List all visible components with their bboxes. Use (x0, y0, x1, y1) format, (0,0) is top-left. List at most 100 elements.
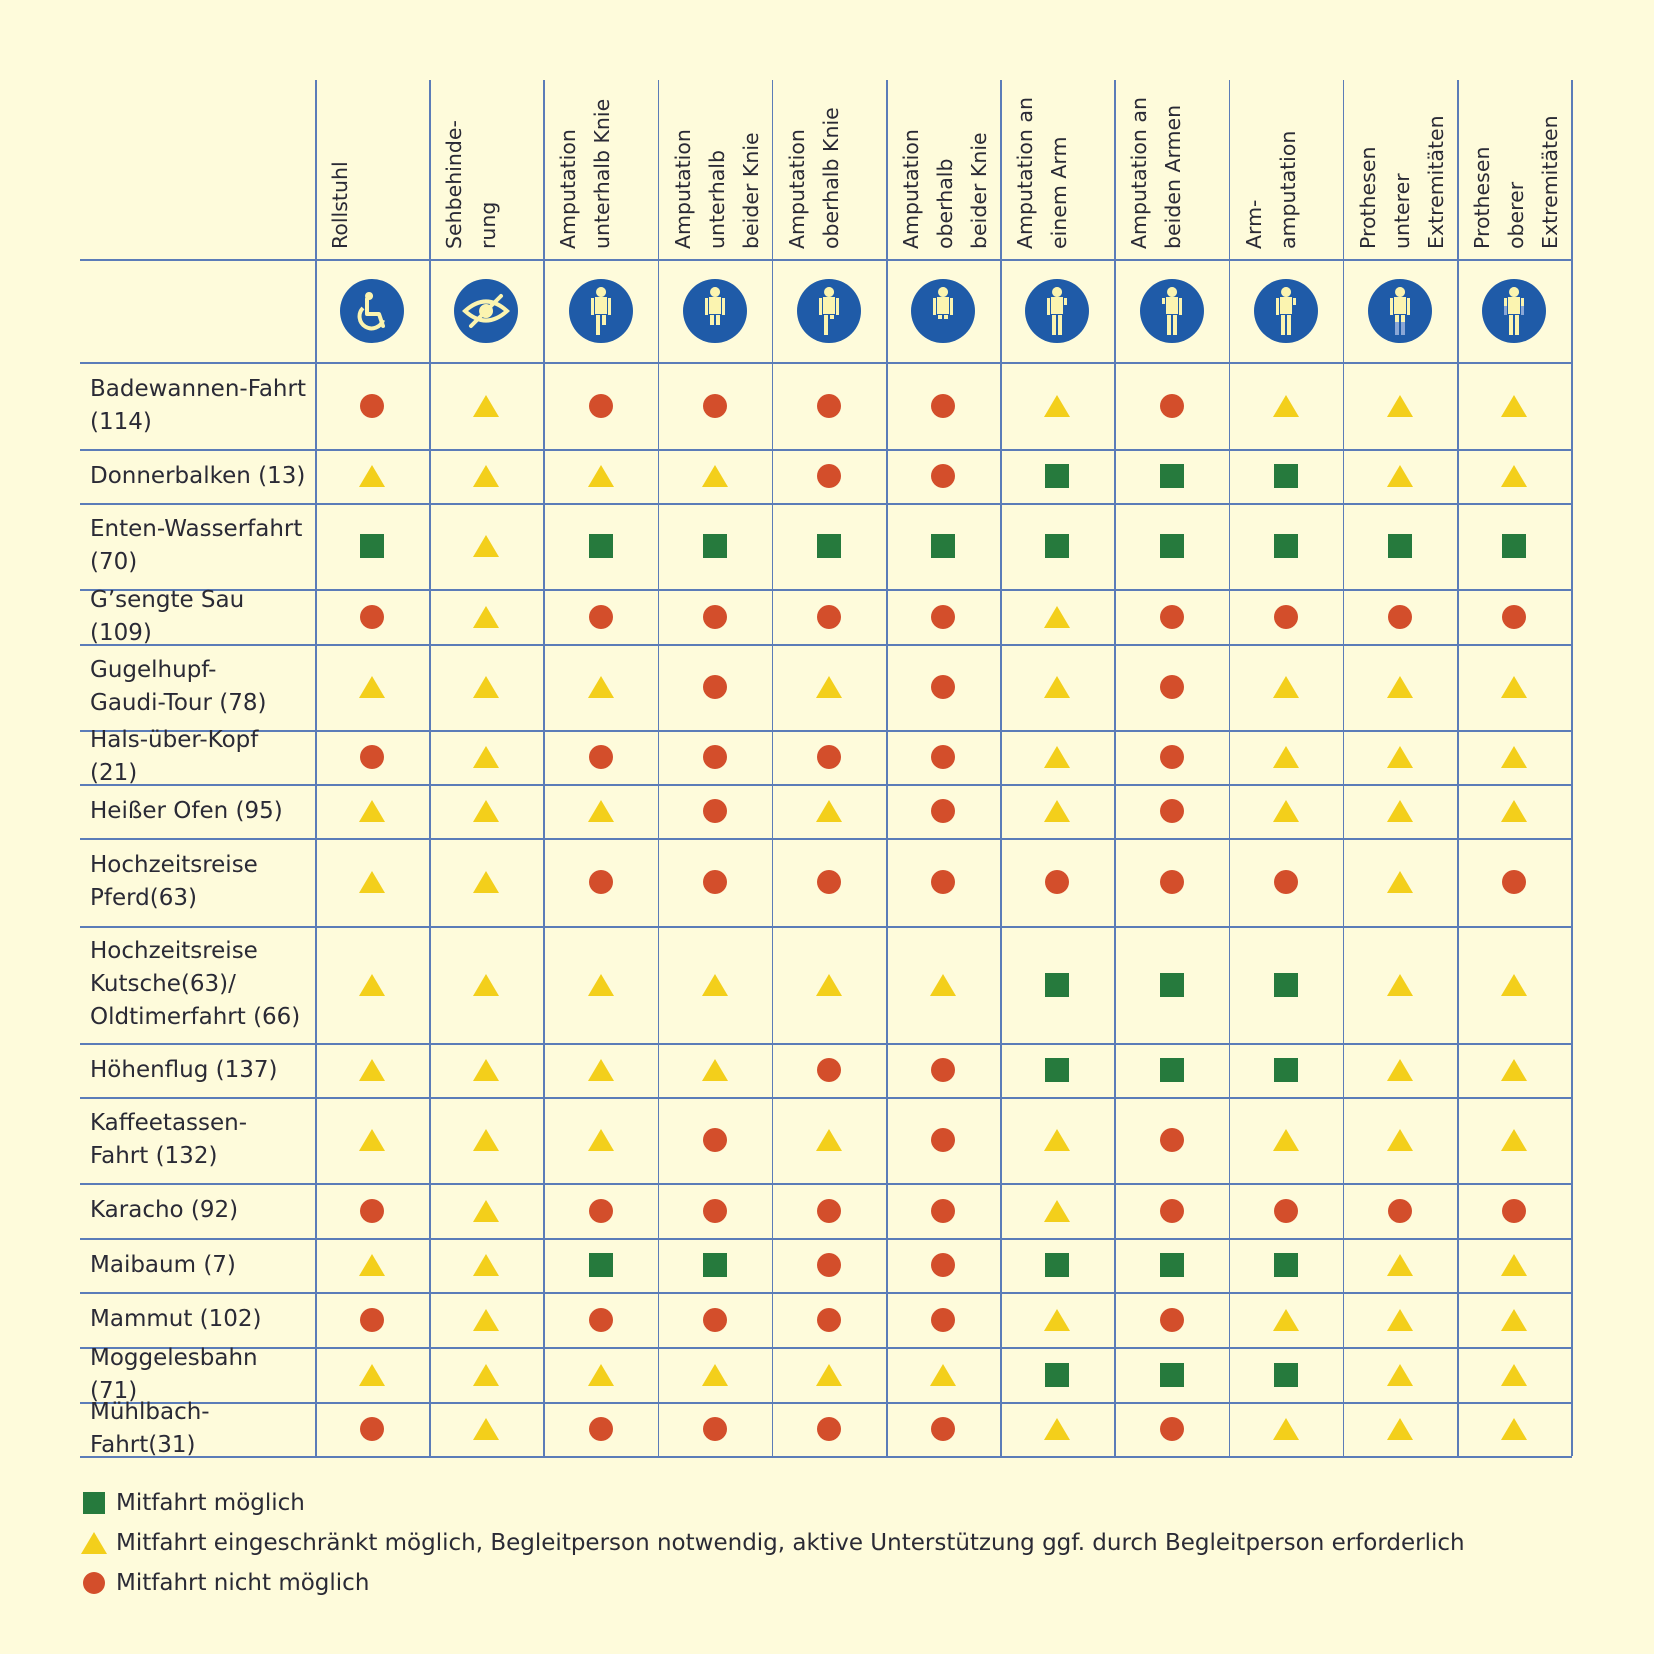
status-square (588, 1253, 613, 1277)
status-triangle (359, 1363, 386, 1386)
row-label: Kaffeetassen- Fahrt (132) (90, 1110, 248, 1169)
status-square (1159, 1058, 1184, 1082)
status-circle (816, 393, 841, 418)
status-triangle (587, 800, 614, 822)
status-triangle (587, 1363, 614, 1386)
column-title-text: Amputation oberhalb Knie (784, 107, 843, 249)
status-triangle (1386, 800, 1413, 822)
status-triangle (1272, 1418, 1299, 1440)
status-triangle (1386, 676, 1413, 698)
status-circle (816, 604, 841, 629)
status-circle (702, 745, 727, 769)
status-square (1045, 1253, 1070, 1277)
row-label: Hochzeitsreise Kutsche(63)/ Oldtimerfahr… (90, 938, 301, 1030)
grid-column-line (1571, 80, 1573, 1456)
status-circle (588, 1198, 613, 1223)
status-triangle (473, 746, 500, 768)
status-square (1502, 534, 1527, 558)
status-circle (931, 1058, 956, 1082)
status-circle (931, 464, 956, 488)
column-title: Amputation unterhalb Knie (551, 84, 649, 249)
grid-row-line (80, 449, 1572, 451)
status-triangle (587, 973, 614, 996)
legend-symbol (80, 1532, 108, 1554)
status-circle (360, 393, 385, 418)
status-triangle (1386, 1254, 1413, 1276)
status-circle (588, 745, 613, 769)
status-triangle (701, 1363, 728, 1386)
status-triangle (359, 973, 386, 996)
amputation-above-knee-icon (796, 278, 862, 344)
amputation-both-arms-icon (1139, 278, 1205, 344)
column-title: Prothesen oberer Extremitäten (1465, 84, 1563, 249)
status-circle (1273, 1198, 1298, 1223)
status-circle (1159, 1128, 1184, 1152)
status-triangle (1272, 394, 1299, 417)
column-title-text: Arm- amputation (1241, 130, 1300, 249)
status-circle (1273, 870, 1298, 894)
status-triangle (815, 800, 842, 822)
status-triangle (359, 871, 386, 893)
status-circle (931, 1128, 956, 1152)
status-square (1159, 1362, 1184, 1387)
status-square (1273, 1362, 1298, 1387)
status-triangle (1272, 1308, 1299, 1331)
status-circle (360, 745, 385, 769)
status-triangle (930, 973, 957, 996)
status-triangle (1044, 800, 1071, 822)
status-circle (931, 675, 956, 699)
status-circle (702, 604, 727, 629)
status-triangle (1272, 676, 1299, 698)
grid-row-line (80, 1043, 1572, 1045)
row-label: Gugelhupf- Gaudi-Tour (78) (90, 657, 267, 716)
amputation-below-knee-icon (568, 278, 634, 344)
status-circle (931, 393, 956, 418)
status-triangle (1501, 1254, 1528, 1276)
status-square (1045, 464, 1070, 488)
status-triangle (1386, 1308, 1413, 1331)
status-circle (816, 1253, 841, 1277)
status-triangle (1501, 800, 1528, 822)
wheelchair-icon (339, 278, 405, 344)
status-square (1045, 1058, 1070, 1082)
status-circle (702, 1128, 727, 1152)
status-triangle (1044, 1308, 1071, 1331)
legend-symbol (80, 1572, 108, 1594)
status-square (1273, 464, 1298, 488)
legend-text: Mitfahrt möglich (116, 1490, 305, 1516)
status-square (1045, 1362, 1070, 1387)
status-circle (816, 870, 841, 894)
status-triangle (473, 1254, 500, 1276)
status-circle (588, 870, 613, 894)
grid-column-line (771, 80, 774, 1456)
status-square (931, 534, 956, 558)
status-triangle (1272, 1129, 1299, 1151)
grid-row-line (80, 1238, 1572, 1240)
column-title-text: Amputation an beiden Armen (1127, 97, 1186, 249)
status-triangle (1386, 871, 1413, 893)
status-triangle (473, 605, 500, 628)
legend-symbol (80, 1492, 108, 1514)
status-triangle (1044, 746, 1071, 768)
status-circle (702, 1307, 727, 1332)
status-circle (816, 464, 841, 488)
status-square (1159, 1253, 1184, 1277)
status-circle (1159, 1198, 1184, 1223)
status-circle (1159, 870, 1184, 894)
status-triangle (587, 676, 614, 698)
status-triangle (815, 1363, 842, 1386)
status-square (1045, 534, 1070, 558)
status-circle (1159, 604, 1184, 629)
status-triangle (473, 800, 500, 822)
column-title: Amputation oberhalb Knie (780, 84, 878, 249)
grid-column-line (315, 80, 317, 1456)
status-triangle (1501, 1059, 1528, 1081)
status-triangle (1044, 676, 1071, 698)
grid-column-line (429, 80, 431, 1456)
status-circle (1273, 604, 1298, 629)
status-triangle (815, 1129, 842, 1151)
status-circle (1387, 1198, 1412, 1223)
grid-row-line (80, 926, 1572, 928)
status-circle (816, 1198, 841, 1223)
column-title: Amputation an beiden Armen (1122, 84, 1220, 249)
